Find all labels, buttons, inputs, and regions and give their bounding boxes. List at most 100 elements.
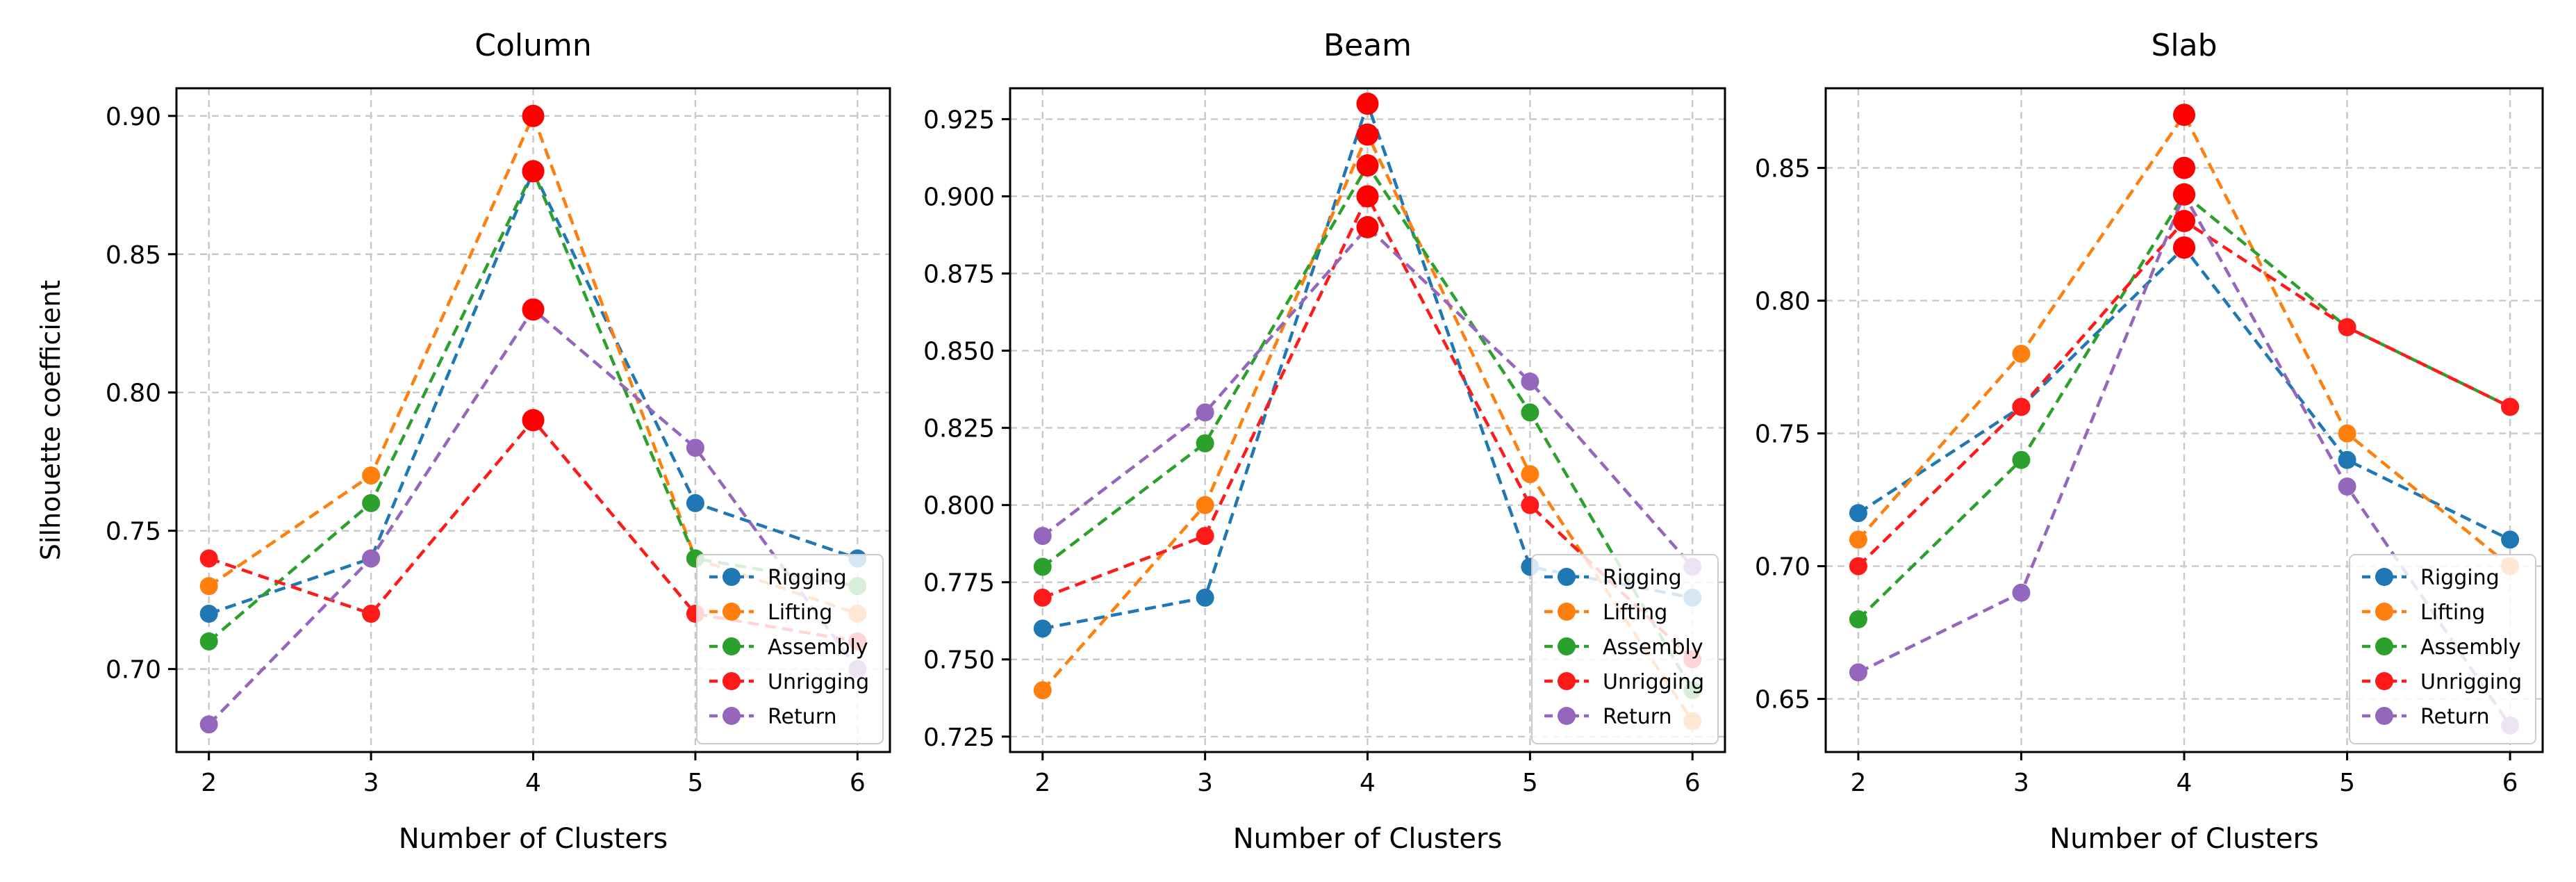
x-tick-label: 6 — [2502, 769, 2518, 797]
x-tick-label: 3 — [2013, 769, 2029, 797]
data-point — [362, 466, 381, 485]
data-point — [2338, 477, 2356, 496]
legend-label: Rigging — [1603, 566, 1682, 590]
legend-marker — [1558, 568, 1576, 586]
x-tick-label: 4 — [525, 769, 541, 797]
peak-point — [2173, 104, 2195, 126]
legend-label: Unrigging — [2420, 670, 2522, 694]
y-tick-label: 0.75 — [1755, 420, 1810, 449]
data-point — [199, 605, 218, 623]
chart-panel-3: 2 3 4 5 6 0.65 0.70 0.75 0.80 0.85 Slab Number of C… — [1755, 28, 2544, 855]
data-point — [1521, 496, 1539, 514]
data-point — [1033, 527, 1052, 546]
legend-item-assembly: Assembly — [709, 635, 868, 660]
data-point — [686, 493, 704, 512]
data-point — [1521, 372, 1539, 391]
legend-item-rigging: Rigging — [2362, 566, 2500, 590]
y-tick-label: 0.80 — [1755, 288, 1810, 316]
data-point — [1849, 557, 1867, 575]
legend-label: Return — [1603, 705, 1672, 729]
legend-item-assembly: Assembly — [1544, 635, 1703, 660]
legend-item-rigging: Rigging — [709, 566, 847, 590]
peak-point — [1356, 215, 1379, 238]
data-point — [1849, 504, 1867, 523]
data-point — [2338, 450, 2356, 469]
legend-label: Lifting — [1603, 601, 1667, 625]
data-point — [2012, 583, 2031, 602]
data-point — [2501, 530, 2520, 549]
y-tick-label: 0.75 — [106, 518, 161, 546]
legend-item-lifting: Lifting — [1544, 601, 1667, 625]
data-point — [362, 605, 381, 623]
legend-marker — [2375, 672, 2393, 690]
legend-label: Lifting — [768, 601, 832, 625]
legend-marker — [723, 672, 741, 690]
data-point — [362, 549, 381, 568]
legend-label: Return — [768, 705, 837, 729]
legend-item-rigging: Rigging — [1544, 566, 1682, 590]
legend-item-return: Return — [2362, 705, 2490, 729]
x-tick-label: 4 — [1360, 769, 1376, 797]
legend-label: Lifting — [2420, 601, 2485, 625]
gridlines — [176, 88, 890, 752]
legend-item-lifting: Lifting — [2362, 601, 2485, 625]
legend-marker — [723, 568, 741, 586]
x-tick-label: 6 — [1685, 769, 1701, 797]
data-point — [199, 549, 218, 568]
data-point — [2338, 424, 2356, 443]
peak-point — [1356, 123, 1379, 146]
legend-label: Unrigging — [768, 670, 869, 694]
data-point — [2012, 450, 2031, 469]
y-tick-label: 0.875 — [923, 261, 995, 289]
legend-marker — [1558, 707, 1576, 725]
y-tick-label: 0.925 — [923, 106, 995, 134]
legend-item-unrigging: Unrigging — [709, 670, 869, 694]
series-line — [1041, 224, 1694, 568]
legend-item-return: Return — [709, 705, 837, 729]
y-tick-label: 0.750 — [923, 646, 995, 675]
data-point — [1196, 496, 1214, 514]
legend-marker — [1558, 637, 1576, 655]
data-point — [199, 632, 218, 651]
legend-marker — [2375, 603, 2393, 621]
data-point — [1849, 610, 1867, 628]
data-point — [1033, 619, 1052, 638]
x-tick-label: 5 — [687, 769, 703, 797]
data-point — [1196, 527, 1214, 546]
peak-point — [2173, 236, 2195, 259]
peak-point — [522, 298, 545, 321]
data-point — [199, 577, 218, 596]
data-point — [362, 493, 381, 512]
legend-item-assembly: Assembly — [2362, 635, 2521, 660]
legend-box — [696, 554, 884, 744]
y-tick-label: 0.825 — [923, 415, 995, 443]
peak-highlights — [1356, 92, 1379, 238]
data-point — [1521, 465, 1539, 484]
chart-panel-2: 2 3 4 5 6 0.725 0.750 0.775 0.800 0.825 0.850 0.875… — [923, 28, 1726, 855]
x-tick-label: 6 — [850, 769, 866, 797]
data-point — [2012, 398, 2031, 416]
legend-item-unrigging: Unrigging — [2362, 670, 2522, 694]
legend-marker — [723, 637, 741, 655]
x-axis-label: Number of Clusters — [399, 823, 668, 855]
peak-point — [522, 160, 545, 183]
data-point — [1033, 557, 1052, 576]
series-line — [1857, 111, 2511, 568]
data-point — [1196, 434, 1214, 452]
data-point — [1849, 530, 1867, 549]
chart-title: Beam — [1323, 28, 1412, 63]
y-tick-label: 0.85 — [1755, 155, 1810, 183]
legend-item-return: Return — [1544, 705, 1672, 729]
data-point — [1521, 403, 1539, 422]
data-point — [2012, 345, 2031, 363]
legend-item-unrigging: Unrigging — [1544, 670, 1704, 694]
x-tick-label: 5 — [2339, 769, 2355, 797]
peak-highlights — [522, 104, 545, 432]
y-tick-label: 0.70 — [1755, 553, 1810, 582]
y-tick-label: 0.90 — [106, 103, 161, 131]
legend-label: Rigging — [2420, 566, 2500, 590]
y-tick-label: 0.85 — [106, 241, 161, 270]
legend-marker — [1558, 672, 1576, 690]
x-tick-label: 2 — [1034, 769, 1050, 797]
